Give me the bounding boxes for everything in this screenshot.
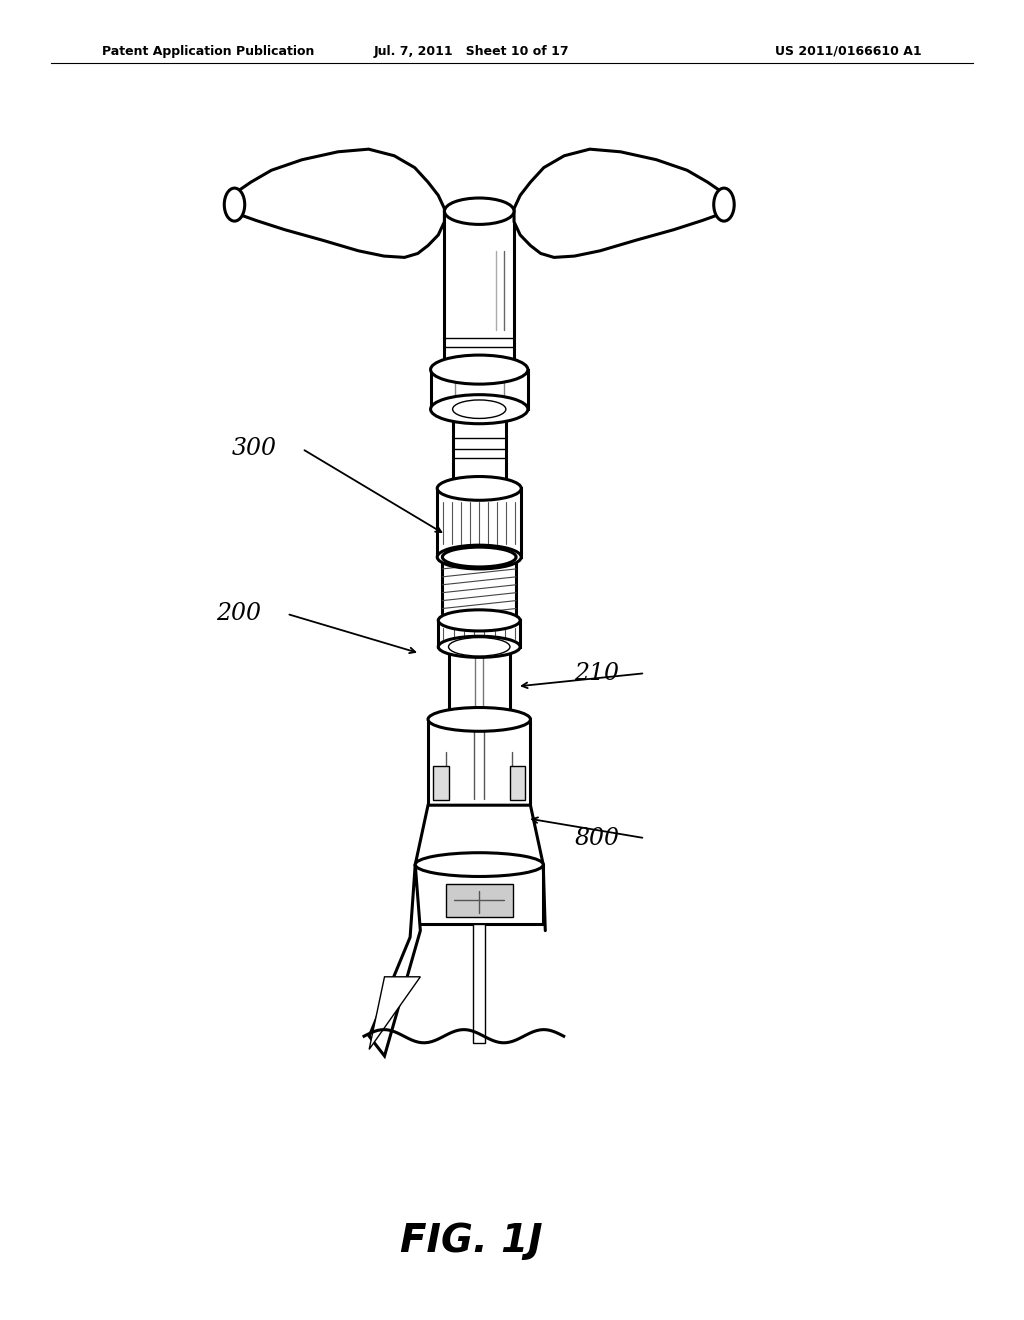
Polygon shape <box>230 149 444 257</box>
Polygon shape <box>449 647 510 719</box>
Ellipse shape <box>714 189 734 222</box>
Polygon shape <box>416 805 544 865</box>
Polygon shape <box>370 865 421 1056</box>
Polygon shape <box>431 370 528 409</box>
Ellipse shape <box>449 638 510 656</box>
Text: US 2011/0166610 A1: US 2011/0166610 A1 <box>775 45 922 58</box>
Polygon shape <box>370 977 421 1049</box>
Ellipse shape <box>438 636 520 657</box>
Ellipse shape <box>416 853 543 876</box>
Polygon shape <box>453 409 506 488</box>
Ellipse shape <box>442 548 516 568</box>
Ellipse shape <box>428 708 530 731</box>
Polygon shape <box>514 149 728 257</box>
Polygon shape <box>473 924 485 1043</box>
Polygon shape <box>444 211 514 370</box>
Polygon shape <box>438 620 520 647</box>
Polygon shape <box>442 557 516 620</box>
Ellipse shape <box>442 610 516 630</box>
Polygon shape <box>433 766 449 800</box>
Text: Patent Application Publication: Patent Application Publication <box>102 45 314 58</box>
Ellipse shape <box>438 610 520 631</box>
Polygon shape <box>446 884 513 917</box>
Text: 210: 210 <box>574 661 620 685</box>
Text: 800: 800 <box>574 826 620 850</box>
Text: FIG. 1J: FIG. 1J <box>399 1222 543 1259</box>
Text: 300: 300 <box>231 437 276 461</box>
Polygon shape <box>437 488 521 557</box>
Ellipse shape <box>444 198 514 224</box>
Polygon shape <box>510 766 525 800</box>
Ellipse shape <box>431 395 528 424</box>
Polygon shape <box>428 719 530 805</box>
Polygon shape <box>416 865 543 924</box>
Ellipse shape <box>437 477 521 500</box>
Ellipse shape <box>444 356 514 383</box>
Ellipse shape <box>453 479 506 498</box>
Text: Jul. 7, 2011   Sheet 10 of 17: Jul. 7, 2011 Sheet 10 of 17 <box>373 45 569 58</box>
Text: 200: 200 <box>216 602 261 626</box>
Ellipse shape <box>431 355 528 384</box>
Ellipse shape <box>437 545 521 569</box>
Ellipse shape <box>224 189 245 222</box>
Ellipse shape <box>453 400 506 418</box>
